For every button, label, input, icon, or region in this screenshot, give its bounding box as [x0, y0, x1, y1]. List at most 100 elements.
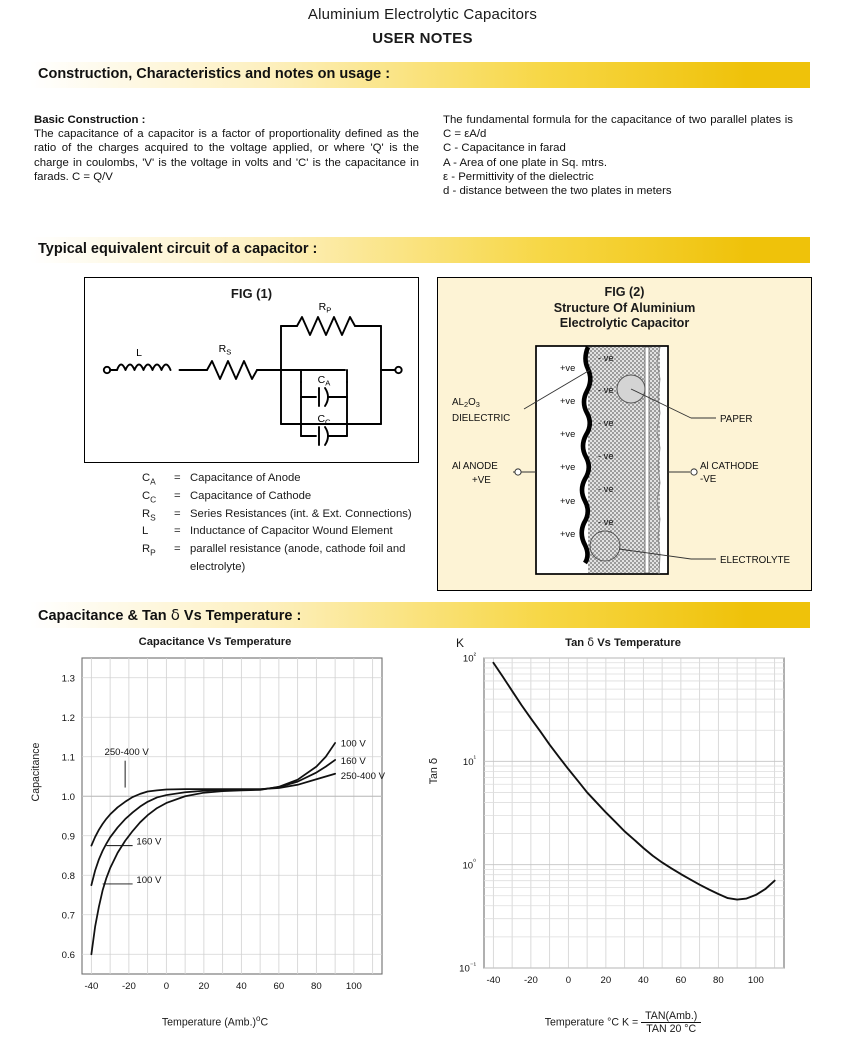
legend-row: L = Inductance of Capacitor Wound Elemen… [142, 523, 452, 541]
chart1-title: Capacitance Vs Temperature [138, 636, 292, 648]
legend-text: Series Resistances (int. & Ext. Connecti… [190, 507, 412, 520]
svg-text:0: 0 [566, 975, 571, 986]
svg-text:250-400 V: 250-400 V [341, 771, 386, 782]
formula-line-c: C - Capacitance in farad [443, 142, 566, 155]
fig2-subtitle-1: Structure Of Aluminium [553, 300, 696, 315]
chart2-k-formula: TAN(Amb.) TAN 20 °C [641, 1010, 702, 1035]
svg-text:10⁻¹: 10⁻¹ [459, 960, 476, 974]
svg-text:1.0: 1.0 [62, 792, 75, 803]
fig2-plus-label: +ve [560, 529, 575, 539]
fig2-plus-label: +ve [560, 396, 575, 406]
fig2-label-paper: PAPER [720, 414, 753, 425]
fig2-label-anode-line2: +VE [472, 475, 491, 486]
legend-text: Capacitance of Anode [190, 472, 301, 484]
fig2-label-cathode-line1: Al CATHODE [700, 461, 759, 472]
svg-text:1.3: 1.3 [62, 673, 75, 684]
fig1-label-l: L [136, 347, 142, 359]
svg-text:-20: -20 [524, 975, 538, 986]
basic-construction-body: The capacitance of a capacitor is a fact… [34, 128, 419, 183]
section-heading-construction: Construction, Characteristics and notes … [38, 66, 391, 82]
formula-line-epsilon: ε - Permittivity of the dielectric [443, 170, 594, 183]
chart2-y-axis-title: Tan δ [428, 757, 440, 785]
svg-text:60: 60 [274, 981, 285, 992]
chart1-plot: 0.6 0.7 0.8 0.9 1.0 1.1 1.2 1.3 -40 -20 0 20 40 60 80 1… [62, 657, 386, 992]
fig2-minus-label: - ve [598, 353, 614, 363]
svg-text:10²: 10² [463, 650, 477, 664]
fig2-title-block: FIG (2) Structure Of Aluminium Electroly… [438, 285, 811, 332]
section-heading-cap-tan-temp: Capacitance & Tan δ Vs Temperature : [38, 606, 302, 624]
svg-text:40: 40 [638, 975, 649, 986]
svg-text:1.2: 1.2 [62, 713, 75, 724]
legend-equals: = [174, 472, 181, 484]
legend-symbol: RP [142, 543, 156, 558]
svg-text:20: 20 [199, 981, 210, 992]
fig2-minus-label: - ve [598, 484, 614, 494]
basic-construction-heading: Basic Construction : [34, 114, 146, 126]
svg-text:160 V: 160 V [341, 756, 367, 767]
fig1-label-cc: CC [317, 413, 331, 426]
fig2-minus-label: - ve [598, 385, 614, 395]
fig2-label-electrolyte: ELECTROLYTE [720, 555, 791, 566]
legend-equals: = [174, 507, 181, 520]
legend-row-continuation: electrolyte) [142, 559, 452, 577]
fig1-label-rs: RS [219, 343, 232, 356]
fig1-label-rp: RP [319, 301, 332, 314]
fig1-panel: FIG (1) [84, 277, 419, 463]
svg-text:100: 100 [346, 981, 362, 992]
svg-text:100 V: 100 V [136, 875, 162, 886]
fig2-label-anode-line1: Al ANODE [452, 461, 498, 472]
svg-text:0.9: 0.9 [62, 831, 75, 842]
construction-left-column: Basic Construction : The capacitance of … [34, 113, 419, 184]
chart2-plot: 10² 10¹ 10⁰ 10⁻¹ -40 -20 0 20 40 60 80 100 [459, 650, 785, 986]
svg-text:80: 80 [311, 981, 322, 992]
legend-row: CC = Capacitance of Cathode [142, 488, 452, 506]
series-tan-delta [492, 661, 776, 901]
legend-row: RP = parallel resistance (anode, cathode… [142, 541, 452, 559]
svg-text:80: 80 [713, 975, 724, 986]
section-band-cap-tan-temp: Capacitance & Tan δ Vs Temperature : [30, 602, 810, 628]
svg-text:20: 20 [601, 975, 612, 986]
fig1-label-ca: CA [318, 374, 332, 387]
svg-text:10¹: 10¹ [463, 754, 477, 768]
fig2-plus-label: +ve [560, 496, 575, 506]
svg-text:100: 100 [748, 975, 764, 986]
fig2-label-dielectric-line1: AL2O3 [452, 397, 480, 409]
svg-text:160 V: 160 V [136, 836, 162, 847]
svg-text:60: 60 [676, 975, 687, 986]
fig1-legend: CA = Capacitance of Anode CC = Capacitan… [142, 470, 452, 577]
fig2-panel: FIG (2) Structure Of Aluminium Electroly… [437, 277, 812, 591]
fig2-minus-label: - ve [598, 418, 614, 428]
legend-symbol: CC [142, 489, 157, 505]
section-band-construction: Construction, Characteristics and notes … [30, 62, 810, 88]
legend-equals: = [174, 489, 181, 502]
document-subtitle: USER NOTES [372, 30, 473, 47]
legend-row: RS = Series Resistances (int. & Ext. Con… [142, 506, 452, 524]
fig2-minus-label: - ve [598, 517, 614, 527]
legend-symbol: RS [142, 507, 156, 522]
svg-text:0.8: 0.8 [62, 871, 75, 882]
svg-text:40: 40 [236, 981, 247, 992]
legend-equals: = [174, 543, 181, 556]
capacitor-structure-diagram: +ve +ve +ve +ve +ve +ve - ve - ve - ve -… [452, 345, 791, 575]
svg-text:250-400 V: 250-400 V [105, 747, 150, 758]
legend-text: Inductance of Capacitor Wound Element [190, 525, 393, 538]
formula-line-d: d - distance between the two plates in m… [443, 185, 672, 198]
equivalent-circuit-schematic: L RS RP CA CC [102, 301, 403, 446]
chart2-k-label: K [456, 636, 465, 650]
document-title: Aluminium Electrolytic Capacitors [307, 6, 538, 23]
fig2-plus-label: +ve [560, 363, 575, 373]
svg-text:10⁰: 10⁰ [462, 857, 476, 871]
series-250-400-v [90, 772, 337, 847]
legend-row: CA = Capacitance of Anode [142, 470, 452, 488]
formula-intro: The fundamental formula for the capacita… [443, 114, 793, 141]
svg-text:1.1: 1.1 [62, 752, 75, 763]
fig1-title: FIG (1) [230, 286, 273, 301]
legend-symbol: CA [142, 472, 156, 487]
legend-symbol: L [142, 525, 149, 538]
section-heading-equivalent-circuit: Typical equivalent circuit of a capacito… [38, 241, 318, 257]
svg-text:-40: -40 [486, 975, 500, 986]
legend-text-continued: electrolyte) [190, 560, 246, 573]
construction-right-column: The fundamental formula for the capacita… [443, 113, 793, 198]
svg-text:0.7: 0.7 [62, 910, 75, 921]
